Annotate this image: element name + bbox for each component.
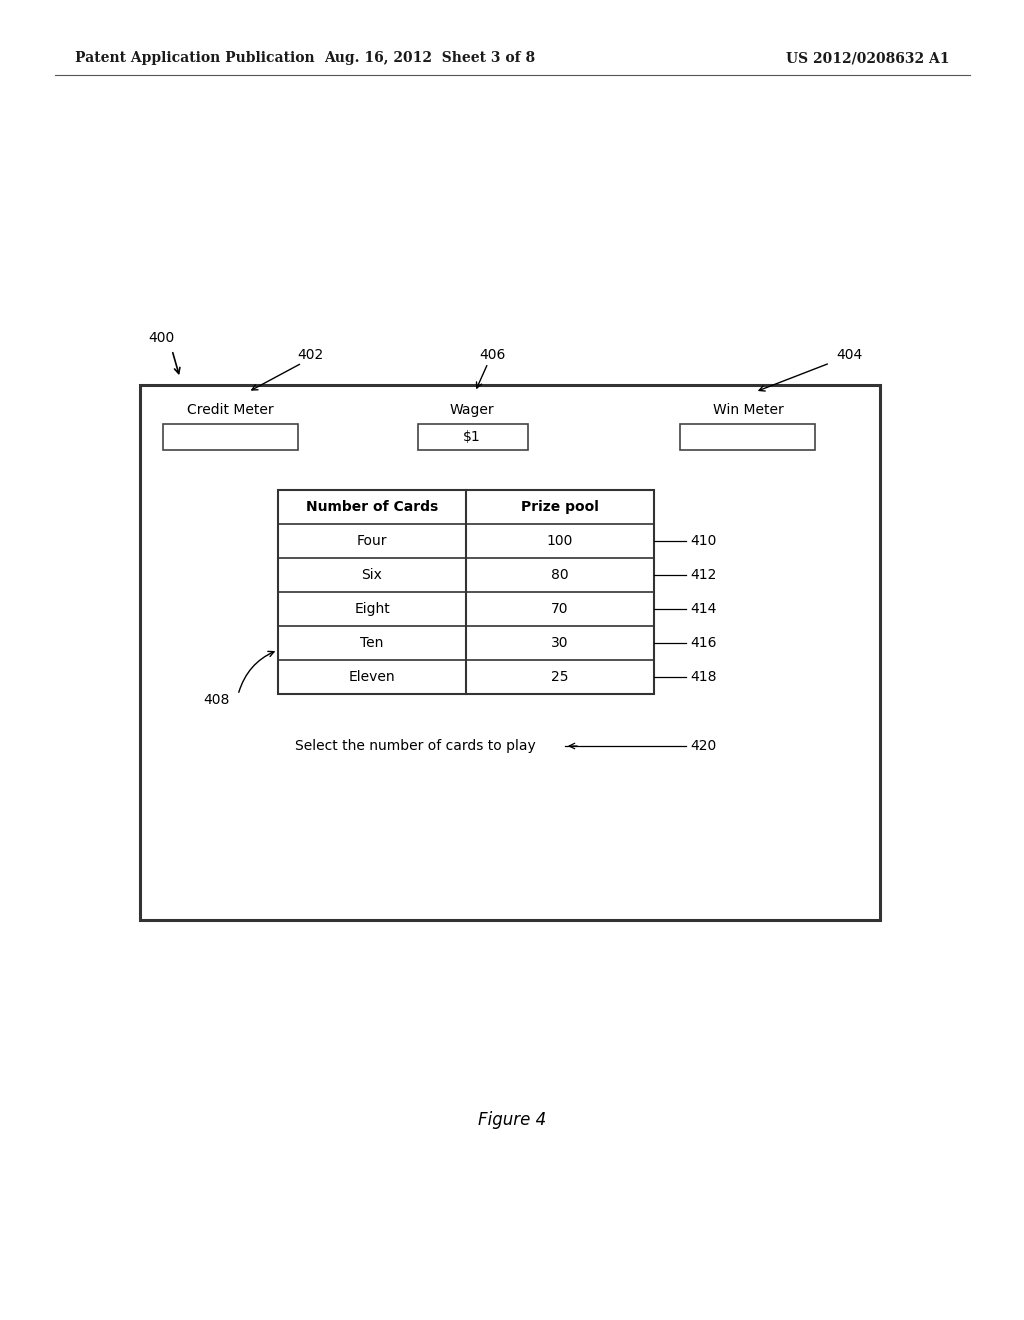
Text: Eleven: Eleven [349,671,395,684]
Text: 412: 412 [690,568,717,582]
Text: Prize pool: Prize pool [521,500,599,513]
Text: Patent Application Publication: Patent Application Publication [75,51,314,65]
Bar [418,424,528,450]
Text: 420: 420 [690,739,716,752]
Text: 70: 70 [551,602,568,616]
Text: Credit Meter: Credit Meter [186,403,273,417]
Text: $1: $1 [463,430,481,444]
Bar [140,385,880,920]
Text: 418: 418 [690,671,717,684]
Text: 408: 408 [204,693,230,708]
Text: Eight: Eight [354,602,390,616]
Text: Number of Cards: Number of Cards [306,500,438,513]
Text: 404: 404 [836,348,862,362]
Text: Four: Four [356,535,387,548]
Text: US 2012/0208632 A1: US 2012/0208632 A1 [786,51,950,65]
Text: 402: 402 [297,348,324,362]
Text: 25: 25 [551,671,568,684]
Text: Wager: Wager [450,403,495,417]
Text: 30: 30 [551,636,568,649]
Text: 400: 400 [148,331,174,345]
Text: Select the number of cards to play: Select the number of cards to play [295,739,536,752]
Text: Win Meter: Win Meter [713,403,783,417]
Bar [278,490,654,694]
Text: Figure 4: Figure 4 [478,1111,546,1129]
Text: 100: 100 [547,535,573,548]
Bar [680,424,815,450]
Text: 416: 416 [690,636,717,649]
Text: Aug. 16, 2012  Sheet 3 of 8: Aug. 16, 2012 Sheet 3 of 8 [325,51,536,65]
Text: 414: 414 [690,602,717,616]
Text: Ten: Ten [360,636,384,649]
Text: 406: 406 [479,348,505,362]
Text: Six: Six [361,568,382,582]
Text: 410: 410 [690,535,717,548]
Text: 80: 80 [551,568,568,582]
Bar [163,424,298,450]
